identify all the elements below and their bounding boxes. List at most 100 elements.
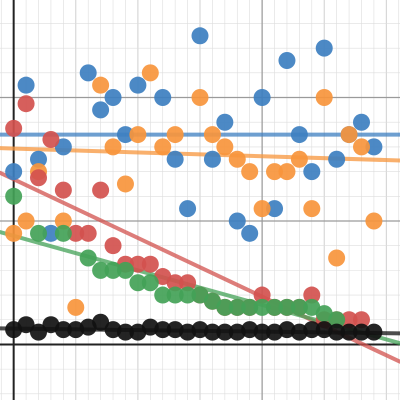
data-point (203, 126, 221, 144)
data-point (340, 311, 358, 329)
data-point (315, 39, 333, 57)
data-point (365, 212, 383, 230)
series-4 (5, 187, 346, 329)
data-point (340, 126, 358, 144)
data-point (67, 298, 85, 316)
data-point (17, 316, 35, 334)
data-point (104, 138, 122, 156)
series-5 (5, 313, 383, 341)
data-point (166, 286, 184, 304)
data-point (228, 298, 246, 316)
data-point (278, 298, 296, 316)
data-point (241, 298, 259, 316)
data-point (303, 321, 321, 339)
data-point (166, 126, 184, 144)
data-point (216, 138, 234, 156)
data-point (116, 261, 134, 279)
data-point (266, 298, 284, 316)
data-point (154, 89, 172, 107)
data-point (278, 163, 296, 181)
data-point (290, 126, 308, 144)
data-point (30, 323, 48, 341)
data-point (352, 138, 370, 156)
data-point (30, 150, 48, 168)
data-point (340, 323, 358, 341)
data-point (253, 298, 271, 316)
data-point (30, 169, 48, 187)
data-point (5, 119, 23, 137)
data-point (42, 131, 60, 149)
data-point (365, 138, 383, 156)
data-point (92, 181, 110, 199)
data-point (241, 224, 259, 242)
data-point (17, 95, 35, 113)
data-point (216, 298, 234, 316)
data-point (154, 321, 172, 339)
data-point (104, 237, 122, 255)
data-point (228, 212, 246, 230)
data-point (179, 274, 197, 292)
data-point (54, 321, 72, 339)
data-point (253, 323, 271, 341)
data-points (5, 27, 383, 341)
data-point (352, 323, 370, 341)
data-point (253, 286, 271, 304)
data-point (92, 101, 110, 119)
data-point (129, 76, 147, 94)
data-point (253, 200, 271, 218)
data-point (266, 200, 284, 218)
data-point (241, 163, 259, 181)
data-point (166, 150, 184, 168)
data-point (365, 323, 383, 341)
data-point (328, 323, 346, 341)
data-point (328, 150, 346, 168)
data-point (30, 224, 48, 242)
data-point (154, 138, 172, 156)
data-point (92, 261, 110, 279)
data-point (303, 200, 321, 218)
data-point (179, 286, 197, 304)
data-point (67, 224, 85, 242)
data-point (290, 150, 308, 168)
data-point (54, 181, 72, 199)
data-point (253, 89, 271, 107)
data-point (216, 323, 234, 341)
data-point (141, 64, 159, 82)
data-point (92, 313, 110, 331)
data-point (179, 200, 197, 218)
data-point (92, 76, 110, 94)
data-point (203, 150, 221, 168)
data-point (116, 175, 134, 193)
data-point (303, 286, 321, 304)
data-point (191, 89, 209, 107)
data-point (141, 274, 159, 292)
data-point (328, 249, 346, 267)
data-point (278, 51, 296, 69)
data-point (141, 255, 159, 273)
data-point (54, 138, 72, 156)
data-point (129, 274, 147, 292)
data-point (191, 27, 209, 45)
data-point (79, 224, 97, 242)
data-point (79, 249, 97, 267)
data-point (266, 163, 284, 181)
data-point (352, 113, 370, 131)
data-point (129, 126, 147, 144)
data-point (42, 224, 60, 242)
data-point (315, 89, 333, 107)
data-point (79, 64, 97, 82)
data-point (203, 323, 221, 341)
data-point (5, 163, 23, 181)
data-point (104, 261, 122, 279)
data-point (328, 311, 346, 329)
series-2 (5, 64, 383, 316)
data-point (54, 224, 72, 242)
data-point (303, 163, 321, 181)
data-point (352, 311, 370, 329)
data-point (116, 126, 134, 144)
data-point (54, 212, 72, 230)
data-point (116, 323, 134, 341)
data-point (17, 76, 35, 94)
